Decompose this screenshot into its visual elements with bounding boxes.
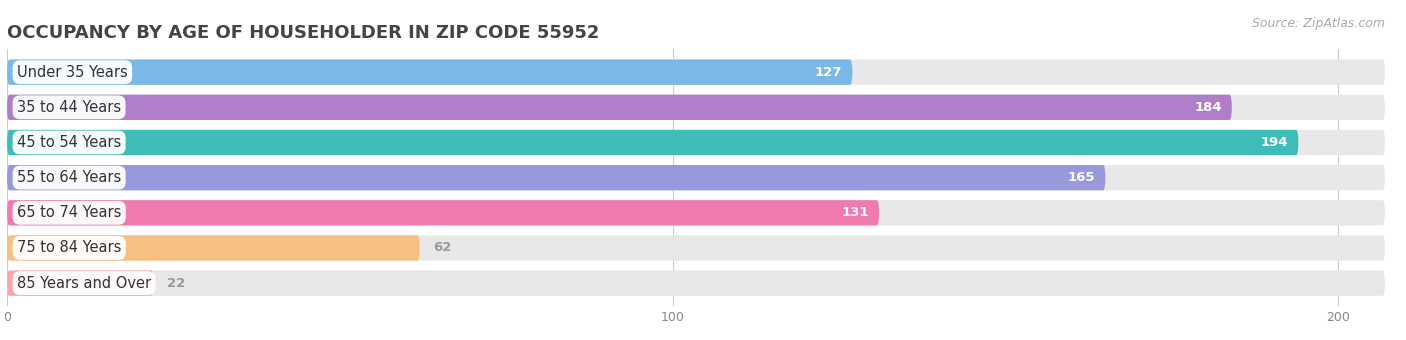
FancyBboxPatch shape: [7, 200, 879, 225]
FancyBboxPatch shape: [7, 95, 1385, 120]
Text: 75 to 84 Years: 75 to 84 Years: [17, 240, 121, 255]
Text: 131: 131: [842, 206, 869, 219]
FancyBboxPatch shape: [7, 235, 1385, 261]
FancyBboxPatch shape: [7, 130, 1298, 155]
Text: 22: 22: [167, 277, 186, 290]
Text: Source: ZipAtlas.com: Source: ZipAtlas.com: [1251, 17, 1385, 30]
FancyBboxPatch shape: [7, 271, 153, 296]
FancyBboxPatch shape: [7, 59, 852, 85]
FancyBboxPatch shape: [7, 200, 1385, 225]
Text: Under 35 Years: Under 35 Years: [17, 65, 128, 80]
Text: 165: 165: [1067, 171, 1095, 184]
FancyBboxPatch shape: [7, 130, 1385, 155]
FancyBboxPatch shape: [7, 271, 1385, 296]
Text: 65 to 74 Years: 65 to 74 Years: [17, 205, 121, 220]
Text: 62: 62: [433, 241, 451, 254]
Text: OCCUPANCY BY AGE OF HOUSEHOLDER IN ZIP CODE 55952: OCCUPANCY BY AGE OF HOUSEHOLDER IN ZIP C…: [7, 24, 599, 42]
FancyBboxPatch shape: [7, 59, 1385, 85]
Text: 194: 194: [1261, 136, 1288, 149]
FancyBboxPatch shape: [7, 165, 1105, 190]
FancyBboxPatch shape: [7, 95, 1232, 120]
Text: 85 Years and Over: 85 Years and Over: [17, 276, 150, 291]
Text: 35 to 44 Years: 35 to 44 Years: [17, 100, 121, 115]
FancyBboxPatch shape: [7, 165, 1385, 190]
FancyBboxPatch shape: [7, 235, 420, 261]
Text: 55 to 64 Years: 55 to 64 Years: [17, 170, 121, 185]
Text: 45 to 54 Years: 45 to 54 Years: [17, 135, 121, 150]
Text: 184: 184: [1194, 101, 1222, 114]
Text: 127: 127: [815, 66, 842, 79]
